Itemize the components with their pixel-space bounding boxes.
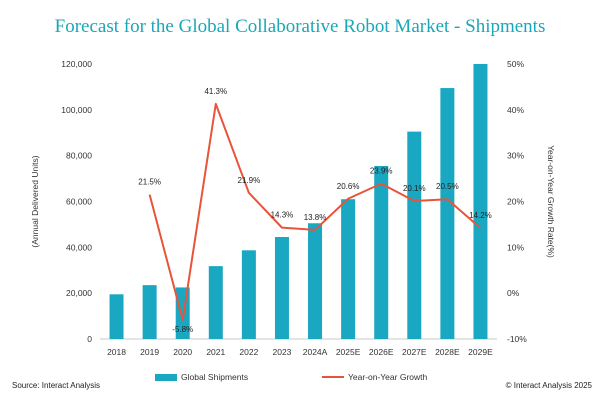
x-tick-label: 2027E <box>402 347 427 357</box>
y-right-tick-label: 10% <box>507 242 524 252</box>
y-right-tick-label: 0% <box>507 288 520 298</box>
copyright-note: © Interact Analysis 2025 <box>506 381 593 390</box>
growth-data-label: 21.9% <box>238 176 261 185</box>
x-tick-label: 2020 <box>173 347 192 357</box>
legend-bar-label: Global Shipments <box>181 372 248 382</box>
bar <box>142 285 157 339</box>
y-left-tick-label: 100,000 <box>61 105 92 115</box>
y-right-tick-label: 20% <box>507 197 524 207</box>
x-tick-label: 2022 <box>239 347 258 357</box>
bar <box>473 64 488 339</box>
growth-data-label: 14.3% <box>271 211 294 220</box>
legend: Global Shipments Year-on-Year Growth <box>155 372 427 382</box>
bar <box>274 237 289 339</box>
bar-series <box>109 64 488 339</box>
growth-data-label: 14.2% <box>469 211 492 220</box>
bar <box>374 165 389 339</box>
legend-bar-swatch <box>155 374 177 381</box>
x-tick-label: 2024A <box>303 347 328 357</box>
bar <box>341 199 356 339</box>
y-right-tick-label: -10% <box>507 334 527 344</box>
growth-data-label: -5.8% <box>172 325 193 334</box>
data-labels: 21.5% -5.8% 41.3% 21.9% 14.3% 13.8% 20.6% 23.9%… <box>138 87 492 334</box>
growth-data-label: 20.5% <box>436 182 459 191</box>
x-tick-label: 2025E <box>336 347 361 357</box>
y-right-tick-label: 50% <box>507 59 524 69</box>
x-tick-label: 2026E <box>369 347 394 357</box>
y-left-tick-label: 60,000 <box>66 197 92 207</box>
y-left-tick-label: 0 <box>87 334 92 344</box>
legend-line-label: Year-on-Year Growth <box>348 372 427 382</box>
bar <box>241 250 256 339</box>
footer: Source: Interact Analysis © Interact Anal… <box>12 381 593 390</box>
growth-data-label: 41.3% <box>204 87 227 96</box>
source-note: Source: Interact Analysis <box>12 381 100 390</box>
axes: 0 20,000 40,000 60,000 80,000 100,000 120,000 -… <box>30 59 556 357</box>
bar <box>208 266 223 339</box>
growth-data-label: 20.6% <box>337 182 360 191</box>
bar <box>407 131 422 339</box>
y-left-axis-title: (Annual Delivered Units) <box>30 155 40 247</box>
x-tick-label: 2021 <box>206 347 225 357</box>
x-tick-label: 2019 <box>140 347 159 357</box>
y-left-tick-label: 20,000 <box>66 288 92 298</box>
y-right-tick-label: 40% <box>507 105 524 115</box>
x-tick-label: 2018 <box>107 347 126 357</box>
chart-title: Forecast for the Global Collaborative Ro… <box>54 16 546 37</box>
growth-data-label: 23.9% <box>370 167 393 176</box>
growth-data-label: 13.8% <box>304 213 327 222</box>
bar <box>440 88 455 339</box>
bar <box>109 294 124 339</box>
growth-data-label: 20.1% <box>403 184 426 193</box>
y-left-tick-label: 120,000 <box>61 59 92 69</box>
x-tick-label: 2028E <box>435 347 460 357</box>
x-tick-label: 2023 <box>272 347 291 357</box>
x-tick-label: 2029E <box>468 347 493 357</box>
bar <box>308 223 323 339</box>
y-right-tick-label: 30% <box>507 151 524 161</box>
growth-line <box>148 102 482 321</box>
growth-data-label: 21.5% <box>138 178 161 187</box>
y-left-tick-label: 80,000 <box>66 151 92 161</box>
y-right-axis-title: Year-on-Year Growth Rate(%) <box>546 145 556 258</box>
growth-line-series <box>148 102 482 321</box>
y-left-tick-label: 40,000 <box>66 242 92 252</box>
